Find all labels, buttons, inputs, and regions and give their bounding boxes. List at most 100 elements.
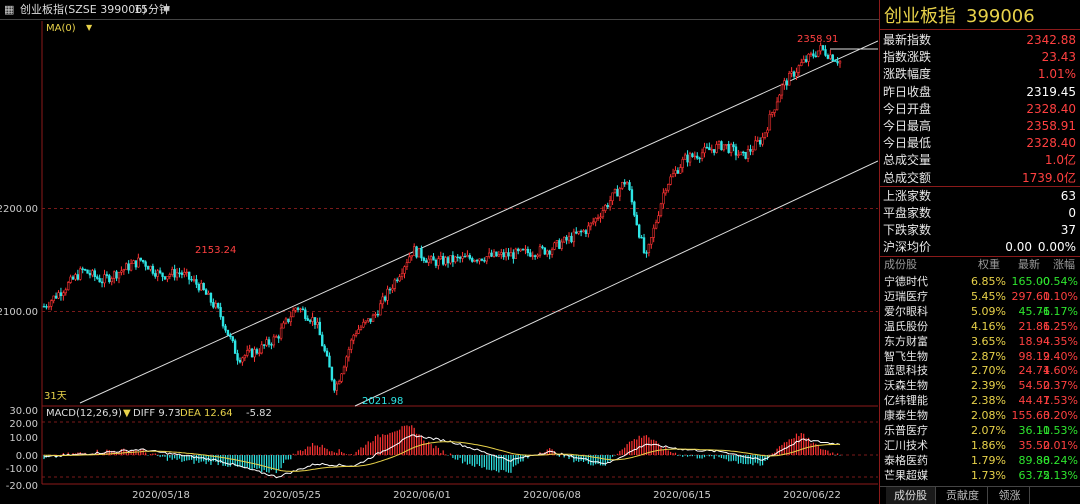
candle-body xyxy=(122,269,126,272)
macd-bar xyxy=(711,455,713,457)
constituent-row[interactable]: 乐普医疗 2.07% 36.10 -1.53% xyxy=(880,423,1080,438)
macd-bar xyxy=(353,454,355,456)
stock-name: 蓝思科技 xyxy=(884,364,928,378)
macd-bar xyxy=(229,455,231,467)
candle-body xyxy=(676,170,680,174)
price-chart[interactable]: 2200.00 2100.00 MA(0) ▼ 2358.91 2153.24 … xyxy=(0,21,879,504)
candle-body xyxy=(529,252,532,257)
constituent-row[interactable]: 迈瑞医疗 5.45% 297.60 1.10% xyxy=(880,289,1080,304)
macd-bar xyxy=(667,450,669,455)
high-annotation: 2153.24 xyxy=(195,245,236,256)
constituent-row[interactable]: 宁德时代 6.85% 165.00 -0.54% xyxy=(880,274,1080,289)
constituent-row[interactable]: 蓝思科技 2.70% 24.74 1.60% xyxy=(880,363,1080,378)
constituent-row[interactable]: 沃森生物 2.39% 54.52 0.37% xyxy=(880,378,1080,393)
candle-body xyxy=(473,260,476,262)
macd-bar xyxy=(459,455,461,458)
grid-icon[interactable]: ▦ xyxy=(4,3,15,16)
macd-bar xyxy=(374,435,377,455)
candle-body xyxy=(74,274,77,280)
candle-body xyxy=(83,269,87,271)
constituent-row[interactable]: 芒果超媒 1.73% 63.75 -2.13% xyxy=(880,468,1080,483)
candle-body xyxy=(693,155,697,158)
macd-bar xyxy=(176,455,178,460)
macd-bar xyxy=(655,440,657,455)
candle-body xyxy=(696,155,699,159)
y-tick-label: 2200.00 xyxy=(0,204,38,215)
candle-body xyxy=(318,321,322,336)
candle-body xyxy=(546,250,549,255)
macd-bar xyxy=(145,452,147,455)
candle-body xyxy=(809,53,813,55)
col-header-weight[interactable]: 权重 xyxy=(978,258,1000,271)
macd-bar xyxy=(551,449,553,455)
constituent-row[interactable]: 康泰生物 2.08% 155.60 3.20% xyxy=(880,408,1080,423)
macd-bar xyxy=(703,455,706,458)
col-header-name[interactable]: 成份股 xyxy=(884,258,917,271)
candle-body xyxy=(819,45,822,52)
tab-contribution[interactable]: 贡献度 xyxy=(938,487,988,504)
candle-body xyxy=(821,45,825,50)
stock-price: 44.47 xyxy=(1018,394,1051,408)
candle-body xyxy=(369,318,372,322)
candle-body xyxy=(127,263,130,271)
chevron-down-icon[interactable]: ▼ xyxy=(123,408,131,419)
macd-bar xyxy=(183,455,185,462)
constituent-row[interactable]: 智飞生物 2.87% 98.19 2.40% xyxy=(880,349,1080,364)
macd-bar xyxy=(128,452,130,455)
candle-body xyxy=(154,273,157,277)
candle-body xyxy=(325,350,329,357)
macd-bar xyxy=(628,441,631,455)
macd-bar xyxy=(805,438,807,455)
candle-body xyxy=(768,114,772,131)
constituent-row[interactable]: 东方财富 3.65% 18.94 4.35% xyxy=(880,334,1080,349)
candle-body xyxy=(393,279,397,289)
constituent-row[interactable]: 泰格医药 1.79% 89.88 -0.24% xyxy=(880,453,1080,468)
candle-body xyxy=(514,248,517,259)
chevron-down-icon[interactable]: ▼ xyxy=(86,23,93,32)
col-header-price[interactable]: 最新 xyxy=(1018,258,1040,271)
period-selector[interactable]: 15分钟 xyxy=(134,3,170,16)
col-header-change[interactable]: 涨幅 xyxy=(1053,258,1075,271)
constituent-row[interactable]: 亿纬锂能 2.38% 44.47 1.53% xyxy=(880,393,1080,408)
macd-bar xyxy=(795,433,798,455)
stock-name: 东方财富 xyxy=(884,334,928,348)
constituent-row[interactable]: 爱尔眼科 5.09% 45.76 -1.17% xyxy=(880,304,1080,319)
stock-name: 迈瑞医疗 xyxy=(884,289,928,303)
candle-body xyxy=(354,333,358,336)
candle-body xyxy=(386,288,389,301)
candle-body xyxy=(301,308,305,311)
candle-body xyxy=(117,272,121,279)
macd-bar xyxy=(604,455,606,466)
tab-constituents[interactable]: 成份股 xyxy=(886,487,936,504)
constituent-row[interactable]: 温氏股份 4.16% 21.86 1.25% xyxy=(880,319,1080,334)
candle-body xyxy=(451,255,455,263)
candle-body xyxy=(478,258,481,262)
candle-body xyxy=(175,272,179,278)
chevron-down-icon[interactable]: ▼ xyxy=(163,5,170,15)
candle-body xyxy=(504,252,508,258)
candle-body xyxy=(541,246,544,249)
tab-leaders[interactable]: 领涨 xyxy=(990,487,1030,504)
macd-bar xyxy=(720,455,723,459)
stock-price: 24.74 xyxy=(1018,364,1051,378)
quote-value: 1739.0亿 xyxy=(1022,170,1076,185)
quote-label: 最新指数 xyxy=(883,33,932,47)
macd-bar xyxy=(403,425,406,455)
candle-body xyxy=(427,258,430,263)
candle-body xyxy=(91,270,94,276)
macd-bar xyxy=(478,455,481,466)
quote-row: 最新指数 2342.88 xyxy=(880,31,1080,49)
candle-body xyxy=(587,225,590,234)
macd-bar xyxy=(217,455,219,466)
constituent-row[interactable]: 汇川技术 1.86% 35.50 2.01% xyxy=(880,438,1080,453)
macd-bar xyxy=(498,455,500,473)
hs-avg-row: 沪深均价 0.00 0.00% xyxy=(880,238,1080,256)
candle-body xyxy=(732,144,735,148)
channel-lower-line xyxy=(354,160,879,407)
hs-avg-pct: 0.00% xyxy=(1037,240,1076,254)
macd-bar xyxy=(280,455,282,469)
macd-bar xyxy=(626,444,628,455)
quote-value: 2342.88 xyxy=(1026,33,1076,47)
candle-body xyxy=(328,355,331,368)
candle-body xyxy=(575,231,578,234)
